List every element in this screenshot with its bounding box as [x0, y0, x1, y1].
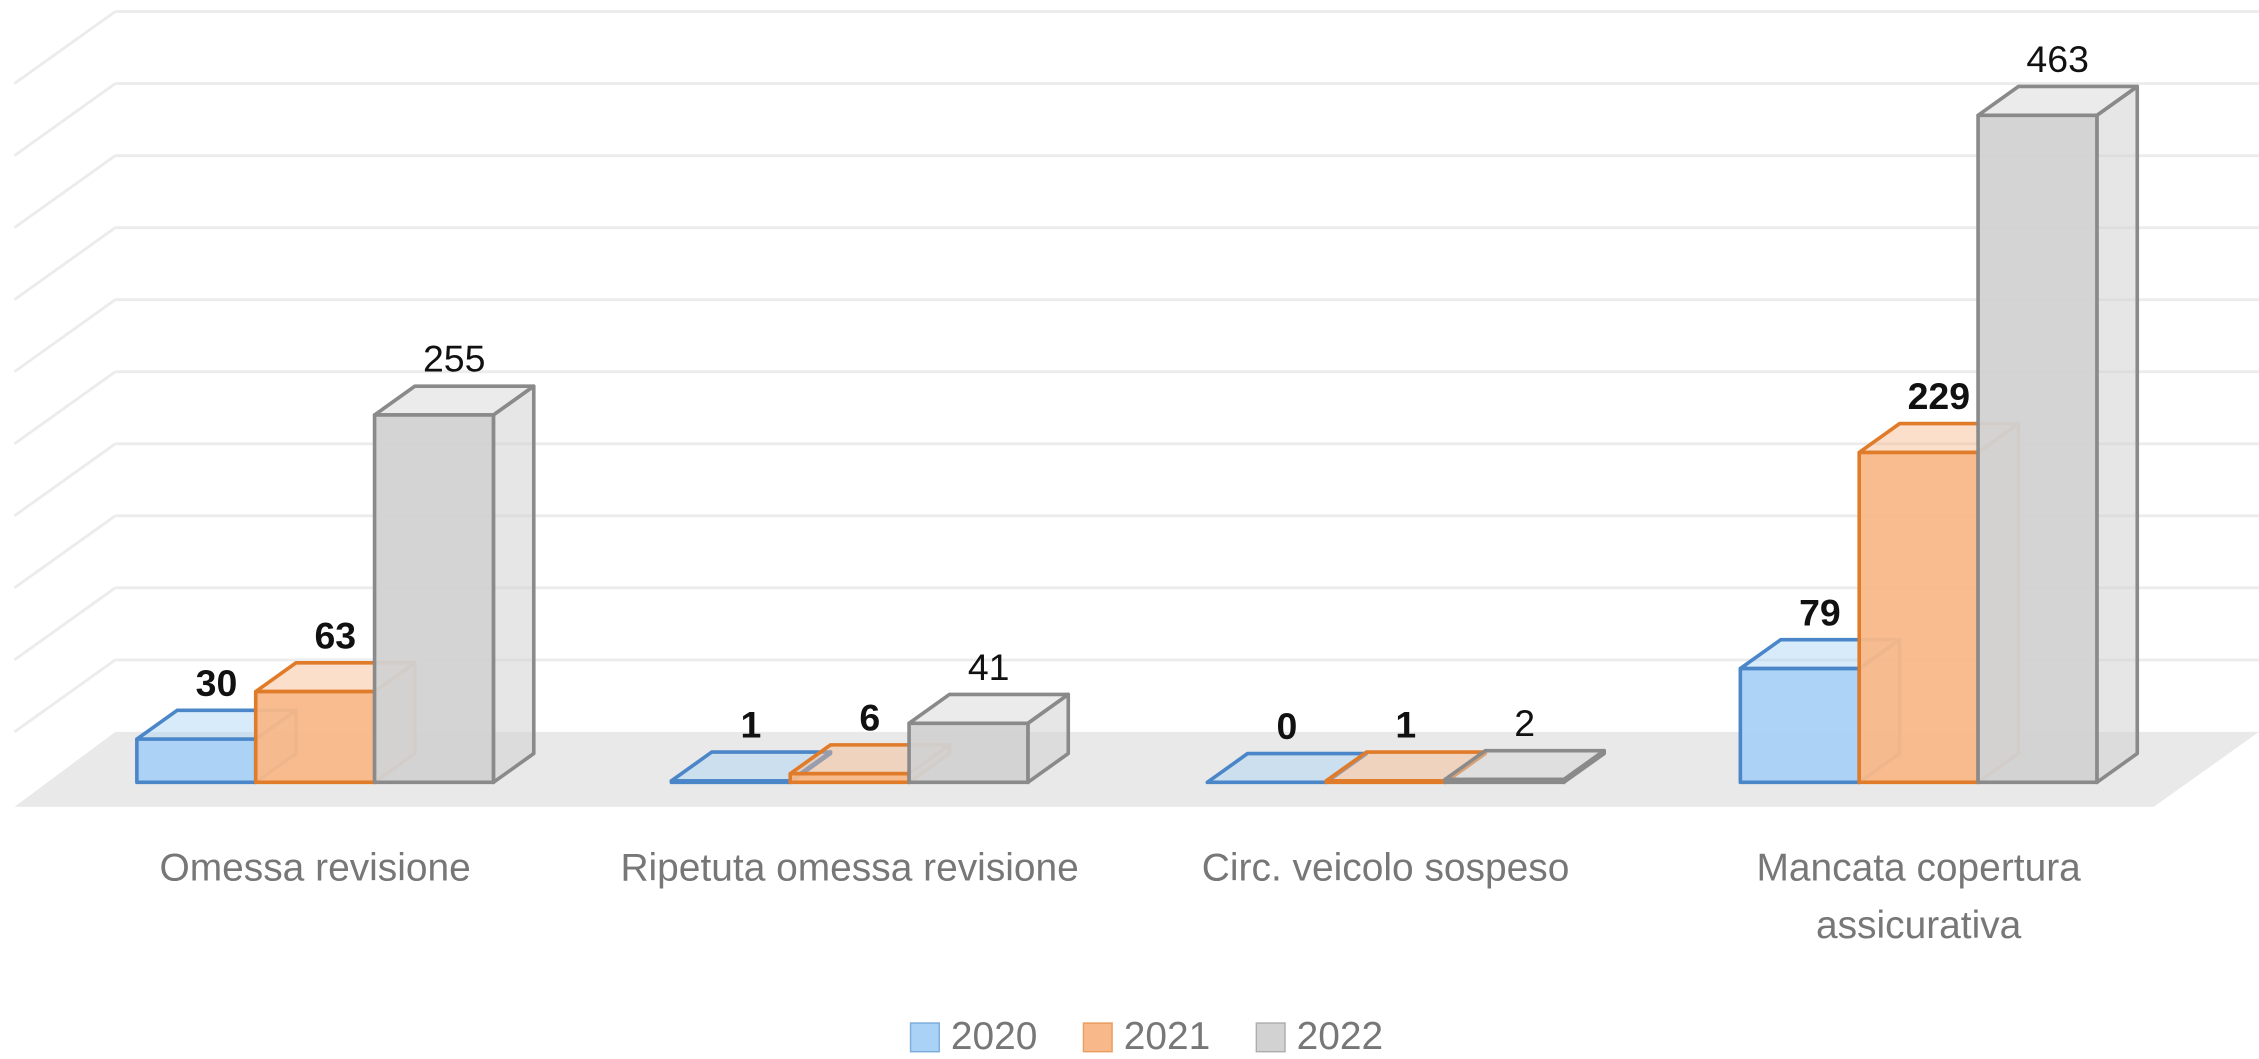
bar-front [1976, 113, 2099, 785]
legend-item: 2020 [909, 1015, 1037, 1058]
bar [907, 692, 1071, 785]
legend-swatch [1082, 1022, 1113, 1053]
grid-line [13, 10, 2259, 85]
grid-side [13, 514, 117, 590]
bar-front [1324, 779, 1447, 785]
x-tick-label-box: Mancata copertura assicurativa [1756, 845, 2081, 947]
legend-label: 2021 [1124, 1015, 1210, 1058]
bar-side [2095, 84, 2140, 785]
grid-side [13, 370, 117, 445]
x-tick-label-box: Omessa revisione [159, 845, 471, 889]
data-label: 229 [1908, 375, 1970, 417]
data-label: 0 [1276, 705, 1297, 747]
data-label: 1 [1395, 704, 1416, 746]
grid-side [13, 154, 117, 229]
bar-front [1857, 450, 1980, 785]
bar-front [1443, 777, 1566, 785]
x-tick-label: Ripetuta omessa revisione [620, 845, 1079, 889]
data-label: 41 [968, 646, 1010, 688]
legend-label: 2022 [1297, 1015, 1383, 1058]
bar [372, 384, 536, 785]
grid-side [13, 226, 117, 301]
bar-front [1738, 666, 1862, 785]
bar-front [135, 737, 258, 785]
bar [1443, 748, 1607, 785]
legend-label: 2020 [951, 1015, 1037, 1058]
bar-front [253, 689, 377, 785]
grid-line [13, 82, 2259, 157]
grid-line [13, 226, 2259, 301]
legend-swatch [909, 1022, 941, 1053]
bar-front [907, 721, 1030, 785]
bar-front [788, 771, 911, 785]
data-label: 2 [1514, 702, 1535, 744]
grid-line [13, 298, 2259, 373]
grid-side [13, 586, 117, 662]
legend-item: 2022 [1255, 1015, 1383, 1058]
floor [14, 731, 2259, 807]
x-tick-label-box: Circ. veicolo sospeso [1201, 845, 1570, 889]
grid-side [13, 658, 117, 734]
grid-side [13, 82, 117, 157]
grid-side [13, 10, 117, 85]
legend-item: 2021 [1082, 1015, 1210, 1058]
data-label: 1 [741, 704, 762, 746]
data-label: 63 [314, 614, 356, 656]
data-label: 6 [859, 696, 880, 738]
grid-line [13, 370, 2259, 445]
grid-side [13, 298, 117, 373]
x-tick-label: Circ. veicolo sospeso [1201, 845, 1570, 889]
grid-side [13, 442, 117, 517]
bar [1976, 84, 2140, 785]
x-tick-label: Omessa revisione [159, 845, 471, 889]
x-tick-label-box: Ripetuta omessa revisione [620, 845, 1079, 889]
grid-line [13, 154, 2259, 229]
data-label: 79 [1799, 591, 1841, 633]
bar-front [669, 779, 793, 785]
data-label: 255 [423, 338, 485, 380]
bar-side [491, 384, 536, 785]
x-tick-label: Mancata copertura assicurativa [1756, 845, 2081, 947]
data-label: 30 [196, 662, 238, 704]
bar-front [372, 413, 496, 785]
data-label: 463 [2026, 38, 2088, 80]
legend-swatch [1255, 1022, 1286, 1053]
